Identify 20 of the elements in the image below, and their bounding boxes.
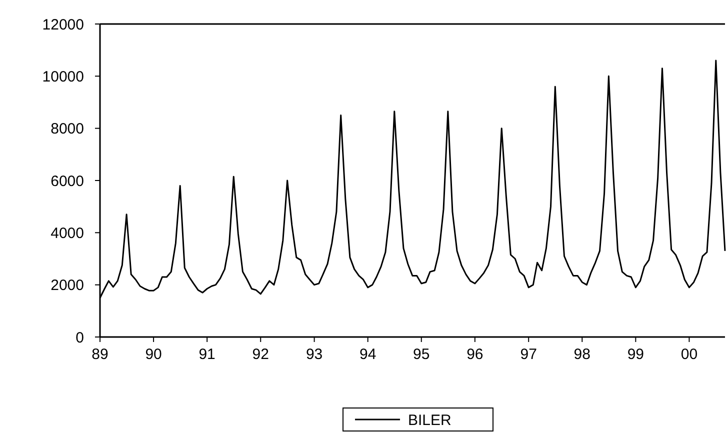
y-tick-label: 2000: [50, 277, 84, 294]
x-tick-label: 91: [198, 346, 216, 363]
x-tick-label: 97: [520, 346, 537, 363]
x-tick-label: 94: [359, 346, 376, 363]
x-tick-label: 98: [574, 346, 590, 363]
x-tick-label: 96: [466, 346, 484, 363]
y-tick-label: 8000: [50, 120, 84, 138]
y-tick-label: 10000: [42, 68, 84, 86]
x-tick-label: 89: [92, 346, 108, 363]
x-tick-label: 00: [680, 346, 698, 363]
y-tick-label: 12000: [42, 16, 84, 34]
x-tick-label: 95: [413, 346, 430, 363]
x-tick-label: 99: [627, 346, 644, 363]
x-tick-label: 92: [252, 346, 269, 363]
legend-label: BILER: [408, 412, 452, 429]
x-tick-label: 93: [306, 346, 323, 363]
y-tick-label: 4000: [50, 224, 84, 242]
y-tick-label: 0: [76, 329, 84, 346]
x-tick-label: 90: [145, 346, 162, 363]
y-tick-label: 6000: [50, 172, 84, 190]
